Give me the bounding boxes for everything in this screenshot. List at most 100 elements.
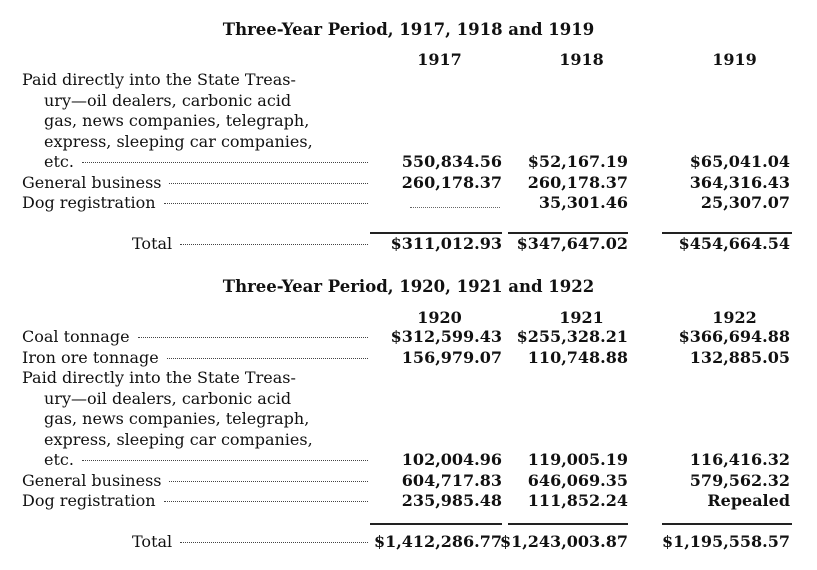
- cell-value: Repealed: [707, 491, 790, 510]
- table-row-line: General business 604,717.83 646,069.35 579,…: [0, 471, 817, 492]
- leader-dots: [163, 203, 368, 204]
- row-label-text: ury—oil dealers, carbonic acid: [44, 388, 292, 408]
- cell-value: 110,748.88: [527, 347, 628, 367]
- cell-value: 111,852.24: [527, 491, 628, 510]
- cell-value: 116,416.32: [689, 450, 790, 469]
- leader-dots: [180, 542, 368, 543]
- row-label: Coal tonnage: [22, 327, 372, 348]
- row-label-text: Coal tonnage: [22, 327, 130, 346]
- table-row-line: ury—oil dealers, carbonic acid: [0, 389, 817, 410]
- total-value: $1,195,558.57: [661, 532, 790, 551]
- row-label-text: express, sleeping car companies,: [44, 131, 313, 151]
- row-label: express, sleeping car companies,: [44, 430, 372, 451]
- row-label-text: General business: [22, 172, 162, 192]
- empty-value-leader: [410, 207, 500, 208]
- total-label-text: Total: [132, 532, 173, 551]
- row-label-text: Iron ore tonnage: [22, 347, 159, 367]
- cell-value: 25,307.07: [700, 193, 790, 212]
- cell-value: 364,316.43: [689, 172, 790, 192]
- table-row-line: etc. 102,004.96 119,005.19 116,416.32: [0, 450, 817, 471]
- table-row-line: gas, news companies, telegraph,: [0, 111, 817, 132]
- table-row-line: express, sleeping car companies,: [0, 430, 817, 451]
- total-rule: [508, 523, 628, 525]
- cell-value: 260,178.37: [401, 172, 502, 192]
- row-label-text: gas, news companies, telegraph,: [44, 111, 310, 130]
- total-rule: [662, 523, 792, 525]
- total-label: Total: [132, 532, 372, 553]
- cell-value: $65,041.04: [689, 152, 790, 171]
- table-row-line: Iron ore tonnage 156,979.07 110,748.88 132,…: [0, 348, 817, 369]
- cell-value: $366,694.88: [678, 327, 790, 346]
- cell-value: 119,005.19: [527, 450, 628, 469]
- total-value: $1,412,286.77: [373, 532, 502, 551]
- table-row-line: Dog registration 35,301.46 25,307.07: [0, 193, 817, 214]
- row-label-text: express, sleeping car companies,: [44, 429, 313, 449]
- cell-value: 579,562.32: [689, 470, 790, 490]
- year-header: 1921: [559, 308, 604, 327]
- total-value: $347,647.02: [516, 234, 628, 253]
- section-title: Three-Year Period, 1920, 1921 and 1922: [222, 277, 595, 296]
- row-label-text: Dog registration: [22, 193, 156, 212]
- cell-value: 646,069.35: [527, 470, 628, 490]
- row-label: ury—oil dealers, carbonic acid: [44, 389, 372, 410]
- leader-dots: [180, 244, 368, 245]
- row-label: General business: [22, 173, 372, 194]
- cell-value: 235,985.48: [401, 491, 502, 510]
- total-row: Total $1,412,286.77 $1,243,003.87 $1,195,55…: [0, 532, 817, 553]
- row-label-text: General business: [22, 470, 162, 490]
- total-rule: [370, 523, 502, 525]
- cell-value: 35,301.46: [538, 193, 628, 212]
- cell-value: 550,834.56: [401, 152, 502, 171]
- leader-dots: [169, 480, 368, 482]
- row-label: express, sleeping car companies,: [44, 132, 372, 153]
- row-label-text: gas, news companies, telegraph,: [44, 409, 310, 428]
- year-header: 1918: [559, 50, 604, 69]
- row-label-text: ury—oil dealers, carbonic acid: [44, 90, 292, 110]
- year-header: 1917: [417, 50, 462, 69]
- row-label: gas, news companies, telegraph,: [44, 409, 372, 430]
- row-label: Paid directly into the State Treas-: [22, 368, 372, 389]
- year-header: 1920: [417, 308, 462, 327]
- row-label: ury—oil dealers, carbonic acid: [44, 91, 372, 112]
- year-header: 1919: [712, 50, 757, 69]
- row-label-text: etc.: [44, 450, 74, 469]
- leader-dots: [166, 357, 368, 359]
- row-label: Iron ore tonnage: [22, 348, 372, 369]
- table-row-line: gas, news companies, telegraph,: [0, 409, 817, 430]
- table-row-line: Paid directly into the State Treas-: [0, 70, 817, 91]
- total-label-text: Total: [132, 234, 173, 253]
- row-label-text: Dog registration: [22, 491, 156, 510]
- total-rule: [662, 232, 792, 234]
- total-value: $454,664.54: [678, 234, 790, 253]
- table-row-line: Paid directly into the State Treas-: [0, 368, 817, 389]
- cell-value: $52,167.19: [527, 152, 628, 171]
- table-row-line: Dog registration 235,985.48 111,852.24 Repe…: [0, 491, 817, 512]
- row-label: Paid directly into the State Treas-: [22, 70, 372, 91]
- cell-value: $255,328.21: [516, 327, 628, 346]
- row-label: General business: [22, 471, 372, 492]
- table-row-line: ury—oil dealers, carbonic acid: [0, 91, 817, 112]
- year-header-row: 1920 1921 1922: [0, 308, 817, 329]
- year-header: 1922: [712, 308, 757, 327]
- row-label-text: Paid directly into the State Treas-: [22, 368, 296, 387]
- row-label-text: etc.: [44, 152, 74, 171]
- table-row-line: etc. 550,834.56 $52,167.19 $65,041.04: [0, 152, 817, 173]
- cell-value: 102,004.96: [401, 450, 502, 469]
- row-label: gas, news companies, telegraph,: [44, 111, 372, 132]
- leader-dots: [81, 460, 368, 461]
- row-label: Dog registration: [22, 491, 372, 512]
- total-rule: [508, 232, 628, 234]
- table-row-line: General business 260,178.37 260,178.37 364,…: [0, 173, 817, 194]
- row-label: etc.: [44, 152, 372, 173]
- row-label-text: Paid directly into the State Treas-: [22, 70, 296, 89]
- leader-dots: [137, 337, 368, 338]
- total-rule: [370, 232, 502, 234]
- cell-value: 604,717.83: [401, 470, 502, 490]
- cell-value: 132,885.05: [689, 347, 790, 367]
- row-label: Dog registration: [22, 193, 372, 214]
- leader-dots: [163, 501, 368, 502]
- total-row: Total $311,012.93 $347,647.02 $454,664.54: [0, 234, 817, 255]
- total-value: $311,012.93: [390, 234, 502, 253]
- total-label: Total: [132, 234, 372, 255]
